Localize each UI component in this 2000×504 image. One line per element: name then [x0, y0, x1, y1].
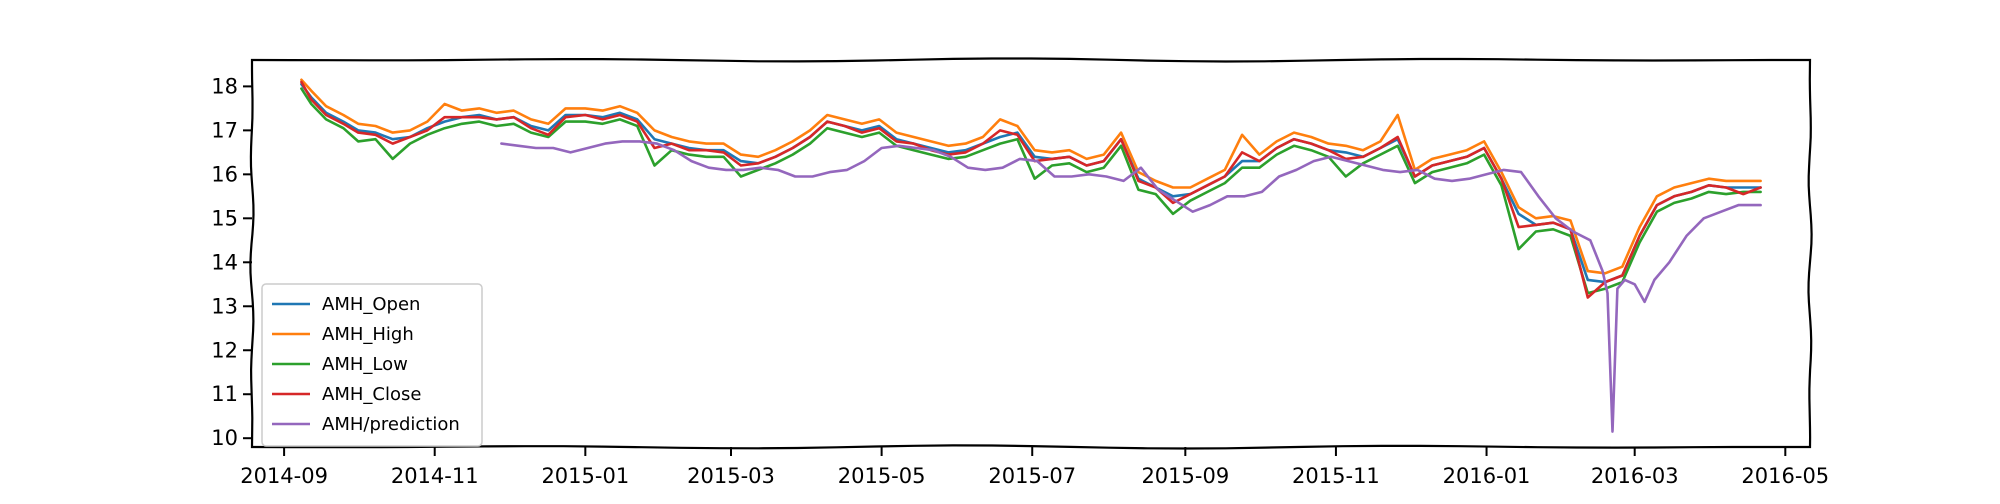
y-tick-label: 18	[211, 74, 238, 98]
x-tick-label: 2014-09	[240, 464, 328, 488]
y-tick-label: 10	[211, 426, 238, 450]
x-tick-label: 2016-03	[1591, 464, 1679, 488]
series-line-amh-high	[300, 78, 1762, 275]
legend-label: AMH/prediction	[322, 414, 460, 435]
y-tick-label: 14	[211, 250, 238, 274]
series-line-amh-close	[300, 80, 1762, 299]
x-tick-label: 2015-01	[541, 464, 629, 488]
x-tick-label: 2015-07	[988, 464, 1076, 488]
x-tick-label: 2014-11	[391, 464, 479, 488]
legend-label: AMH_High	[322, 324, 414, 345]
y-tick-label: 11	[211, 382, 238, 406]
legend-label: AMH_Low	[322, 354, 408, 375]
y-tick-label: 17	[211, 118, 238, 142]
y-tick-label: 16	[211, 162, 238, 186]
series-line-amh-prediction	[500, 140, 1762, 433]
x-axis: 2014-09 2014-11 2015-01 2015-03 2015-05 2015-…	[240, 447, 1829, 488]
y-axis: 10 11 12 13 14 15 16 17 18	[211, 74, 252, 450]
legend-label: AMH_Open	[322, 294, 420, 315]
x-tick-label: 2015-05	[838, 464, 926, 488]
x-tick-label: 2015-09	[1141, 464, 1229, 488]
series-layer	[300, 78, 1762, 433]
series-line-amh-open	[300, 82, 1762, 284]
y-tick-label: 12	[211, 338, 238, 362]
legend: AMH_Open AMH_High AMH_Low AMH_Close AMH/pred…	[261, 283, 483, 447]
plot-frame	[249, 57, 1813, 450]
y-tick-label: 15	[211, 206, 238, 230]
legend-label: AMH_Close	[322, 384, 421, 405]
y-tick-label: 13	[211, 294, 238, 318]
x-tick-label: 2016-01	[1443, 464, 1531, 488]
legend-box	[261, 283, 483, 447]
x-tick-label: 2015-11	[1292, 464, 1380, 488]
x-tick-label: 2015-03	[687, 464, 775, 488]
x-tick-label: 2016-05	[1741, 464, 1829, 488]
